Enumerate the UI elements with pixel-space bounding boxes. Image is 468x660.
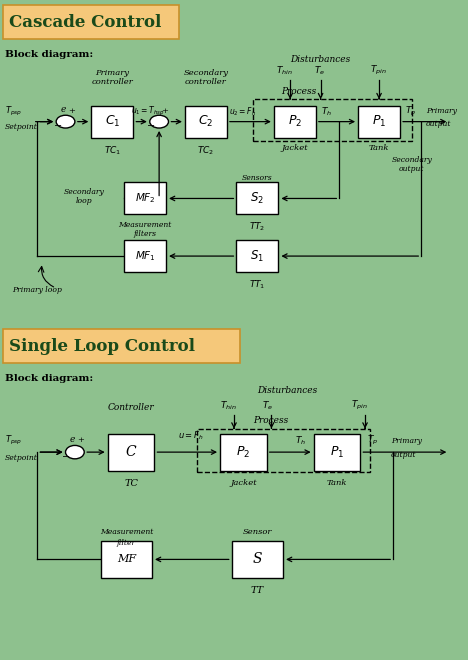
Text: $T_p$: $T_p$ <box>367 434 379 447</box>
Text: e: e <box>60 105 66 114</box>
Text: $u_2{=}F_h$: $u_2{=}F_h$ <box>229 106 256 118</box>
Text: $T_e$: $T_e$ <box>314 64 325 77</box>
Text: $TC_2$: $TC_2$ <box>197 144 214 156</box>
Text: filter: filter <box>117 539 136 547</box>
Text: Block diagram:: Block diagram: <box>5 374 93 383</box>
Text: −: − <box>54 122 62 131</box>
Bar <box>358 106 400 138</box>
Text: Disturbances: Disturbances <box>290 55 351 64</box>
Text: Measurement: Measurement <box>118 221 172 229</box>
Text: Measurement: Measurement <box>100 528 153 536</box>
Text: Primary
controller: Primary controller <box>91 69 133 86</box>
Text: Process: Process <box>253 416 288 425</box>
Text: $T_{pin}$: $T_{pin}$ <box>370 64 387 77</box>
Text: $T_p$: $T_p$ <box>405 106 416 118</box>
Text: $TT_1$: $TT_1$ <box>249 279 266 291</box>
Text: MF: MF <box>117 554 136 564</box>
Text: $T_h$: $T_h$ <box>321 106 332 118</box>
Text: $T_{psp}$: $T_{psp}$ <box>5 106 22 118</box>
Circle shape <box>150 115 168 128</box>
Text: Tank: Tank <box>327 479 347 487</box>
Text: +: + <box>77 436 84 444</box>
Text: $P_2$: $P_2$ <box>288 114 302 129</box>
Text: $P_1$: $P_1$ <box>372 114 386 129</box>
Text: $P_2$: $P_2$ <box>236 445 250 459</box>
Text: $C_1$: $C_1$ <box>104 114 120 129</box>
Text: Primary loop: Primary loop <box>13 286 62 294</box>
Text: +: + <box>68 107 75 115</box>
Text: $u{=}F_h$: $u{=}F_h$ <box>178 430 204 442</box>
Text: Controller: Controller <box>108 403 154 412</box>
Bar <box>236 182 278 214</box>
Bar <box>232 541 283 578</box>
Text: $P_1$: $P_1$ <box>330 445 344 459</box>
FancyBboxPatch shape <box>3 5 179 40</box>
Text: filters: filters <box>133 230 157 238</box>
Text: Sensor: Sensor <box>243 528 272 536</box>
Text: C: C <box>126 445 136 459</box>
Text: Single Loop Control: Single Loop Control <box>9 338 195 355</box>
Text: TC: TC <box>124 479 138 488</box>
Text: Tank: Tank <box>369 144 389 152</box>
Text: Secondary
output: Secondary output <box>391 156 432 173</box>
Text: $T_h$: $T_h$ <box>295 434 306 447</box>
Text: $T_e$: $T_e$ <box>262 399 273 412</box>
Text: $C_2$: $C_2$ <box>198 114 213 129</box>
Text: $u_1{=}T_{hsp}$: $u_1{=}T_{hsp}$ <box>131 106 165 118</box>
Text: Disturbances: Disturbances <box>257 386 318 395</box>
Text: $T_{psp}$: $T_{psp}$ <box>5 434 22 447</box>
Bar <box>253 99 412 141</box>
Bar <box>185 106 227 138</box>
Text: output: output <box>426 120 451 128</box>
Text: $TT_2$: $TT_2$ <box>249 221 266 234</box>
Bar <box>124 182 166 214</box>
Text: Primary: Primary <box>391 438 422 446</box>
Text: Setpoint: Setpoint <box>5 454 37 462</box>
Circle shape <box>66 446 84 459</box>
Text: −: − <box>147 122 155 131</box>
Text: $T_{hin}$: $T_{hin}$ <box>276 64 293 77</box>
Bar <box>236 240 278 272</box>
Text: Setpoint: Setpoint <box>5 123 37 131</box>
Text: TT: TT <box>251 586 264 595</box>
Text: $TC_1$: $TC_1$ <box>104 144 121 156</box>
Bar <box>220 434 267 471</box>
Text: Secondary
controller: Secondary controller <box>183 69 228 86</box>
Bar <box>197 428 370 473</box>
Text: output: output <box>391 451 416 459</box>
Circle shape <box>56 115 75 128</box>
Text: Jacket: Jacket <box>230 479 256 487</box>
Bar <box>101 541 152 578</box>
Bar <box>274 106 316 138</box>
Text: Process: Process <box>281 87 316 96</box>
Text: Secondary
loop: Secondary loop <box>64 187 105 205</box>
Text: Primary: Primary <box>426 107 457 115</box>
Text: −: − <box>62 453 70 462</box>
Text: $T_{pin}$: $T_{pin}$ <box>351 399 368 412</box>
Text: $S_1$: $S_1$ <box>250 249 264 263</box>
Text: Cascade Control: Cascade Control <box>9 14 162 31</box>
Bar <box>91 106 133 138</box>
Text: $S_2$: $S_2$ <box>250 191 264 206</box>
Text: $T_{hin}$: $T_{hin}$ <box>220 399 237 412</box>
Text: e: e <box>70 435 75 444</box>
Text: +: + <box>161 107 168 115</box>
Text: S: S <box>253 552 262 566</box>
Bar <box>124 240 166 272</box>
Bar <box>314 434 360 471</box>
Text: Jacket: Jacket <box>282 144 308 152</box>
Text: $MF_2$: $MF_2$ <box>135 191 155 205</box>
Text: Sensors: Sensors <box>242 174 273 182</box>
FancyBboxPatch shape <box>3 329 240 362</box>
Text: $MF_1$: $MF_1$ <box>135 249 155 263</box>
Text: Block diagram:: Block diagram: <box>5 50 93 59</box>
Bar <box>108 434 154 471</box>
